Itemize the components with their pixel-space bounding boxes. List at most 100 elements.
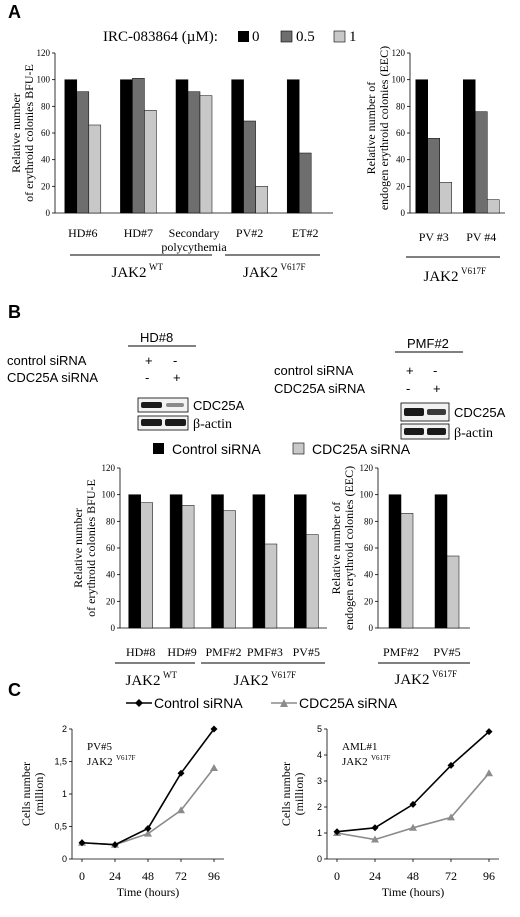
blot2-band-label-cdc25a: CDC25A xyxy=(454,405,506,420)
y-tick-label: 1 xyxy=(317,828,322,838)
x-tick-label: 48 xyxy=(407,869,419,883)
data-point-control xyxy=(210,725,218,733)
blot2-row2-mark2: + xyxy=(433,381,441,396)
data-point-control xyxy=(144,824,152,832)
bar-0 xyxy=(463,79,476,214)
legend-c-marker-cdc25a xyxy=(280,699,288,707)
bar-0-5 xyxy=(132,78,145,214)
bar-cdc25a-sirna xyxy=(446,555,460,629)
legend-panel-b: Control siRNA CDC25A siRNA xyxy=(153,441,411,457)
y-tick-label: 40 xyxy=(41,155,51,165)
bar-0 xyxy=(175,79,189,214)
chart-c-right: 0 1 2 3 4 5 0 24 48 72 96 Time (hours) Cells number(… xyxy=(279,724,499,899)
group-label: JAK2 xyxy=(233,673,268,689)
bar-0 xyxy=(120,79,133,214)
x-tick-label: HD#6 xyxy=(68,226,97,240)
legend-panel-a: IRC-083864 (µM): 0 0.5 1 xyxy=(103,29,357,45)
annotation-gene: JAK2 xyxy=(342,756,368,768)
data-point-control xyxy=(78,839,86,847)
y-axis-label: Relative number xyxy=(71,508,85,588)
blot1-row1-label: control siRNA xyxy=(7,353,87,368)
bar-1 xyxy=(487,199,500,214)
bar-control-sirna xyxy=(128,494,141,629)
bar-cdc25a-sirna xyxy=(181,505,195,629)
y-tick-label: 120 xyxy=(37,48,51,58)
data-point-control xyxy=(409,800,417,808)
bar-1 xyxy=(88,124,102,214)
western-blot-hd8: HD#8 control siRNA + - CDC25A siRNA - + … xyxy=(7,330,245,432)
y-tick-label: 3 xyxy=(317,776,322,786)
x-tick-label: PV#5 xyxy=(293,645,320,659)
y-tick-label: 100 xyxy=(102,490,116,500)
y-tick-label: 0 xyxy=(401,208,406,218)
data-point-cdc25a xyxy=(177,806,185,814)
y-tick-label: 5 xyxy=(317,724,322,734)
blot1-cdc25a-band-1 xyxy=(141,402,162,408)
blot2-cdc25a-strip xyxy=(400,402,450,422)
blot2-row1-label: control siRNA xyxy=(274,363,354,378)
bar-control-sirna xyxy=(388,494,402,629)
blot1-row2-mark2: + xyxy=(173,370,181,385)
y-axis-label: Relative number of xyxy=(329,502,343,595)
x-tick-label: 0 xyxy=(79,869,85,883)
blot2-row2-mark1: - xyxy=(406,381,410,396)
y-tick-label: 20 xyxy=(396,181,406,191)
y-tick-label: 1 xyxy=(62,789,67,799)
legend-label-1: 1 xyxy=(349,29,357,45)
x-tick-label: PMF#2 xyxy=(383,645,419,659)
bar-cdc25a-sirna xyxy=(264,543,278,629)
y-tick-label: 1,5 xyxy=(54,757,67,767)
bar-0-5 xyxy=(187,91,201,214)
y-axis-label: (million) xyxy=(32,773,46,816)
data-point-control xyxy=(111,841,119,849)
y-tick-label: 40 xyxy=(396,155,406,165)
blot1-sample: HD#8 xyxy=(140,330,173,345)
y-tick-label: 2 xyxy=(62,724,67,734)
bar-0-5 xyxy=(76,91,90,214)
group-label: JAK2 xyxy=(423,269,458,285)
x-axis-label: Time (hours) xyxy=(382,885,445,899)
annotation-gene: JAK2 xyxy=(87,756,113,768)
x-tick-label: HD#9 xyxy=(167,645,196,659)
y-tick-label: 40 xyxy=(106,570,116,580)
y-tick-label: 100 xyxy=(392,75,406,85)
group-label: JAK2 xyxy=(111,265,146,281)
annotation-sample: AML#1 xyxy=(342,741,377,753)
bar-0 xyxy=(64,79,78,214)
chart-b-left: 0 20 40 60 80 100 120 Relative number of erythro… xyxy=(71,463,327,689)
western-blot-pmf2: PMF#2 control siRNA + - CDC25A siRNA - +… xyxy=(274,336,506,441)
data-point-cdc25a xyxy=(409,823,417,831)
data-point-control xyxy=(485,728,493,736)
y-tick-label: 120 xyxy=(392,48,406,58)
blot2-cdc25a-band-1 xyxy=(404,408,424,416)
bar-1 xyxy=(255,186,268,214)
y-axis-label: Cells number xyxy=(19,762,33,826)
bar-cdc25a-sirna xyxy=(306,534,319,629)
bar-control-sirna xyxy=(252,494,266,629)
y-axis-label: (million) xyxy=(292,773,306,816)
y-axis-label: endogen erythroid colonies (EEC) xyxy=(377,46,391,210)
blot2-cdc25a-band-2 xyxy=(427,409,446,415)
y-tick-label: 0 xyxy=(46,208,51,218)
group-label-sup: V617F xyxy=(432,669,457,679)
x-tick-label: PV#5 xyxy=(433,645,460,659)
blot1-cdc25a-band-2 xyxy=(166,403,184,407)
y-tick-label: 0 xyxy=(111,623,116,633)
y-tick-label: 0,5 xyxy=(54,822,67,832)
group-label-sup: WT xyxy=(149,262,163,272)
y-axis-label: Relative number xyxy=(9,93,23,173)
y-tick-label: 60 xyxy=(106,543,116,553)
y-tick-label: 0 xyxy=(369,623,374,633)
y-tick-label: 4 xyxy=(317,750,322,760)
y-tick-label: 80 xyxy=(396,101,406,111)
bar-cdc25a-sirna xyxy=(140,502,153,629)
blot2-sample: PMF#2 xyxy=(407,336,449,351)
x-tick-label: ET#2 xyxy=(292,226,319,240)
x-tick-label: 96 xyxy=(483,869,495,883)
legend-b-label-control: Control siRNA xyxy=(172,441,261,457)
bar-1 xyxy=(144,110,157,214)
data-point-cdc25a xyxy=(210,764,218,771)
x-tick-label: 24 xyxy=(109,869,121,883)
y-axis-label: endogen erythroid colonies (EEC) xyxy=(342,466,356,630)
legend-swatch-0-5 xyxy=(280,30,293,43)
